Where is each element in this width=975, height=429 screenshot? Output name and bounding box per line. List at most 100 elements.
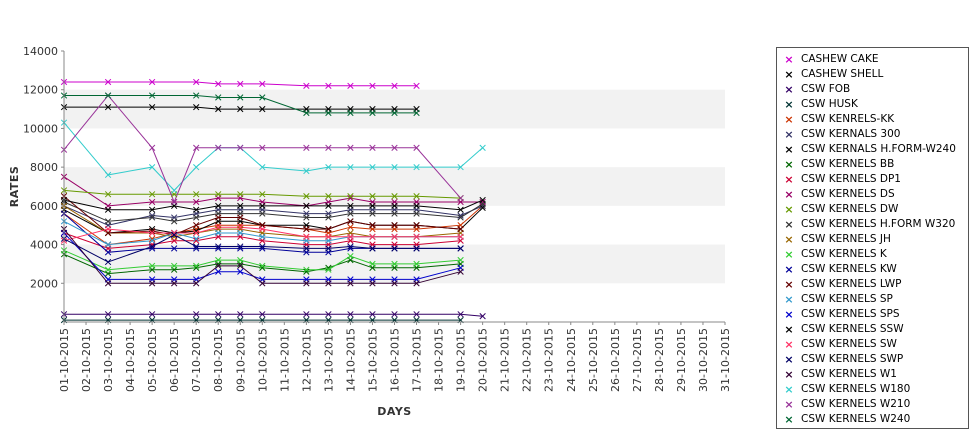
legend-label: CSW KERNELS JH [801, 233, 891, 245]
x-tick-label: 07-10-2015 [190, 328, 203, 392]
data-point [303, 202, 310, 210]
legend-label: CSW KERNELS W180 [801, 383, 911, 395]
legend-item: × CSW KENRELS-KK [777, 112, 968, 127]
data-point [193, 214, 200, 221]
x-tick-label: 03-10-2015 [102, 328, 115, 392]
x-tick-label: 16-10-2015 [389, 328, 402, 392]
data-point [413, 144, 420, 151]
x-axis-title: DAYS [377, 405, 411, 418]
data-point [148, 227, 156, 235]
legend-item: × CSW KERNELS SWP [777, 352, 968, 367]
series-line [63, 199, 483, 211]
legend-marker-icon: × [784, 248, 794, 261]
data-point [325, 225, 332, 233]
legend-item: × CSW KERNELS W240 [777, 412, 968, 427]
data-point [259, 262, 266, 270]
data-point [148, 78, 156, 86]
legend-marker-icon: × [784, 98, 794, 111]
data-point [215, 268, 222, 275]
data-point [215, 245, 222, 252]
data-point [303, 268, 310, 275]
data-point [193, 191, 200, 198]
y-axis-ticks: 2000 4000 6000 8000 10000 12000 14000 [23, 45, 64, 290]
series-line [63, 176, 483, 207]
data-point [104, 311, 112, 318]
data-point [193, 144, 200, 151]
data-point [457, 163, 464, 171]
x-tick-label: 26-10-2015 [609, 328, 622, 392]
legend-marker-icon: × [784, 53, 794, 66]
x-tick-label: 05-10-2015 [146, 328, 159, 392]
data-point [104, 78, 112, 86]
data-point [325, 233, 332, 240]
data-point [391, 202, 398, 210]
x-tick-label: 29-10-2015 [675, 328, 688, 392]
data-point [391, 210, 398, 217]
data-point [148, 144, 156, 151]
legend-label: CSW KERNELS H.FORM W320 [801, 218, 956, 230]
data-point [391, 222, 398, 229]
y-tick-label: 4000 [30, 239, 58, 252]
series-line [64, 313, 483, 317]
legend-marker-icon: × [784, 338, 794, 351]
legend-marker-icon: × [784, 323, 794, 336]
legend-label: CSW KERNELS KW [801, 263, 897, 275]
data-point [148, 243, 156, 250]
data-point [259, 191, 266, 198]
y-tick-label: 14000 [23, 45, 58, 58]
data-point [479, 144, 486, 151]
data-point [347, 245, 354, 252]
data-point [391, 82, 398, 89]
legend-label: CSW KERNELS BB [801, 158, 895, 170]
data-point [303, 311, 310, 318]
data-point [369, 202, 376, 210]
data-point [369, 233, 376, 240]
data-point [259, 144, 266, 151]
data-point [104, 241, 112, 248]
data-point [215, 256, 222, 264]
x-tick-label: 17-10-2015 [411, 328, 424, 392]
data-point [171, 262, 178, 270]
x-tick-label: 31-10-2015 [719, 328, 732, 392]
data-point [193, 245, 200, 252]
data-point [303, 233, 310, 240]
legend-item: × CSW HUSK [777, 97, 968, 112]
data-point [193, 237, 200, 244]
data-point [193, 280, 200, 287]
data-point [391, 311, 398, 318]
data-point [347, 144, 354, 151]
data-point [104, 249, 112, 256]
data-point [457, 311, 464, 318]
data-point [193, 198, 200, 206]
data-point [391, 233, 398, 240]
y-axis-title: RATES [8, 166, 21, 208]
x-tick-label: 08-10-2015 [212, 328, 225, 392]
data-point [193, 229, 200, 237]
legend-marker-icon: × [784, 278, 794, 291]
x-tick-label: 25-10-2015 [587, 328, 600, 392]
data-point [325, 109, 332, 117]
data-point [303, 193, 310, 200]
data-point [237, 243, 244, 250]
legend-marker-icon: × [784, 158, 794, 171]
x-tick-label: 21-10-2015 [499, 328, 512, 392]
legend-item: × CSW KERNELS SW [777, 337, 968, 352]
data-point [171, 229, 178, 237]
data-point [237, 256, 244, 264]
legend-marker-icon: × [784, 113, 794, 126]
legend-item: × CSW KERNELS SSW [777, 322, 968, 337]
x-tick-label: 01-10-2015 [58, 328, 71, 392]
data-point [303, 167, 310, 175]
data-point [303, 214, 310, 221]
data-point [259, 245, 266, 252]
legend-marker-icon: × [784, 218, 794, 231]
legend-label: CSW KERNELS SWP [801, 353, 904, 365]
data-point [391, 109, 398, 117]
data-point [303, 82, 310, 89]
legend-item: × CSW KERNELS JH [777, 232, 968, 247]
data-point [391, 144, 398, 151]
legend-label: CSW KERNELS SW [801, 338, 897, 350]
x-tick-label: 20-10-2015 [477, 328, 490, 392]
data-point [413, 311, 420, 318]
legend-item: × CSW KERNELS SPS [777, 307, 968, 322]
